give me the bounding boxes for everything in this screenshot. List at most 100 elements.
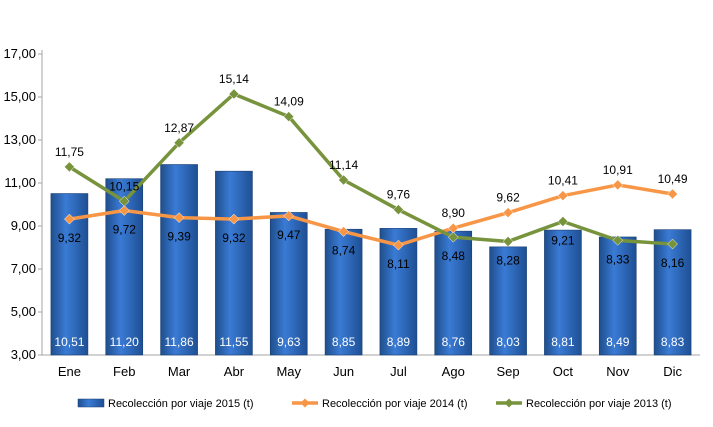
data-labels: 10,51 11,20 11,86 11,55 9,63 8,85 8,89 8,76 8,03…	[54, 72, 688, 349]
data-label-2013: 11,75	[55, 145, 84, 159]
bar-2015	[489, 246, 527, 356]
point-2014	[667, 188, 678, 200]
x-tick-label: May	[276, 364, 301, 379]
data-label-2013: 14,09	[274, 95, 304, 109]
y-tick-label: 11,00	[4, 175, 36, 190]
data-label-2014: 8,74	[332, 244, 356, 258]
data-label-2015: 8,81	[551, 335, 575, 349]
data-label-2014: 10,41	[548, 174, 578, 188]
line-2013	[68, 92, 673, 246]
x-tick-label: Dic	[663, 364, 682, 379]
point-2013	[283, 111, 295, 122]
legend-marker-2014	[300, 398, 310, 408]
bar-2015	[160, 164, 198, 356]
legend-label-2015: Recolección por viaje 2015 (t)	[108, 398, 254, 410]
x-tick-label: Ago	[442, 364, 465, 379]
legend-label-2013: Recolección por viaje 2013 (t)	[526, 398, 672, 410]
bar-2015	[324, 228, 363, 356]
data-label-2013: 9,21	[551, 233, 575, 247]
data-label-2013: 10,15	[109, 179, 139, 193]
y-tick-label: 17,00	[3, 46, 36, 61]
data-label-2013: 8,28	[496, 253, 520, 267]
legend-label-2014: Recolección por viaje 2014 (t)	[322, 398, 468, 410]
data-label-2014: 9,62	[496, 191, 520, 205]
data-label-2015: 8,76	[442, 335, 466, 349]
point-2014	[173, 212, 185, 223]
point-2013	[393, 204, 404, 216]
y-axis: 3,00 5,00 7,00 9,00 11,00 13,00 15,00 17,00	[3, 46, 43, 362]
point-2013	[612, 235, 624, 246]
bar-2015	[653, 229, 692, 356]
data-label-2014: 9,32	[58, 231, 82, 245]
point-2013	[338, 174, 349, 186]
point-2014	[64, 213, 75, 225]
data-label-2015: 8,49	[606, 335, 630, 349]
x-tick-label: Abr	[224, 364, 245, 379]
data-label-2014: 9,47	[277, 228, 301, 242]
y-tick-label: 15,00	[3, 89, 36, 104]
data-label-2013: 8,16	[661, 256, 685, 270]
x-tick-label: Jun	[333, 364, 354, 379]
data-label-2015: 8,83	[661, 335, 685, 349]
x-tick-label: Jul	[390, 364, 407, 379]
y-tick-label: 5,00	[11, 304, 36, 319]
point-2013	[118, 195, 130, 207]
data-label-2014: 9,32	[222, 231, 246, 245]
data-label-2014: 9,72	[113, 223, 137, 237]
x-axis: Ene Feb Mar Abr May Jun Jul Ago Sep Oct Nov Dic	[42, 354, 700, 379]
point-2013	[173, 137, 185, 149]
data-label-2014: 10,91	[603, 163, 633, 177]
data-label-2013: 9,76	[387, 188, 411, 202]
point-2013	[64, 161, 75, 173]
bar-2015	[434, 230, 473, 356]
point-2013	[447, 231, 459, 243]
data-label-2013: 12,87	[164, 121, 194, 135]
data-label-2015: 11,86	[165, 335, 194, 349]
data-label-2013: 15,14	[219, 72, 249, 86]
bar-2015	[269, 212, 308, 356]
point-2014	[612, 179, 624, 191]
bar-2015	[215, 170, 253, 356]
data-label-2013: 11,14	[329, 158, 358, 172]
x-tick-label: Mar	[168, 364, 191, 379]
x-tick-label: Oct	[553, 364, 574, 379]
point-2014	[557, 190, 569, 202]
legend: Recolección por viaje 2015 (t) Recolecció…	[77, 398, 672, 410]
data-label-2015: 8,85	[332, 335, 356, 349]
x-tick-label: Nov	[606, 364, 630, 379]
data-label-2015: 9,63	[277, 335, 301, 349]
data-label-2014: 10,49	[658, 172, 688, 186]
y-tick-label: 3,00	[11, 347, 36, 362]
point-2013	[502, 236, 514, 247]
point-2014	[393, 239, 404, 251]
legend-swatch-2015	[77, 398, 105, 408]
point-2014	[502, 207, 514, 219]
data-label-2014: 9,39	[167, 230, 191, 244]
data-label-2015: 10,51	[54, 335, 84, 349]
point-2014	[338, 226, 349, 237]
data-label-2014: 8,90	[442, 206, 466, 220]
point-2014	[283, 210, 295, 222]
y-tick-label: 9,00	[11, 218, 36, 233]
data-label-2013: 8,48	[442, 249, 466, 263]
legend-marker-2013	[504, 398, 514, 408]
data-label-2015: 11,55	[219, 335, 248, 349]
data-label-2015: 11,20	[110, 335, 139, 349]
data-label-2014: 8,11	[387, 257, 410, 271]
bar-2015	[598, 236, 637, 356]
data-label-2015: 8,03	[496, 335, 520, 349]
line-series	[64, 88, 678, 251]
data-label-2013: 8,33	[606, 252, 630, 266]
data-label-2015: 8,89	[387, 335, 411, 349]
point-2013	[667, 238, 678, 250]
point-2014	[228, 213, 240, 225]
point-2013	[557, 216, 569, 227]
x-tick-label: Ene	[58, 364, 81, 379]
y-tick-label: 13,00	[3, 132, 36, 147]
line-2014	[69, 183, 673, 247]
y-tick-label: 7,00	[11, 261, 36, 276]
bar-2015	[544, 229, 582, 356]
point-2013	[228, 88, 240, 100]
x-tick-label: Feb	[113, 364, 135, 379]
